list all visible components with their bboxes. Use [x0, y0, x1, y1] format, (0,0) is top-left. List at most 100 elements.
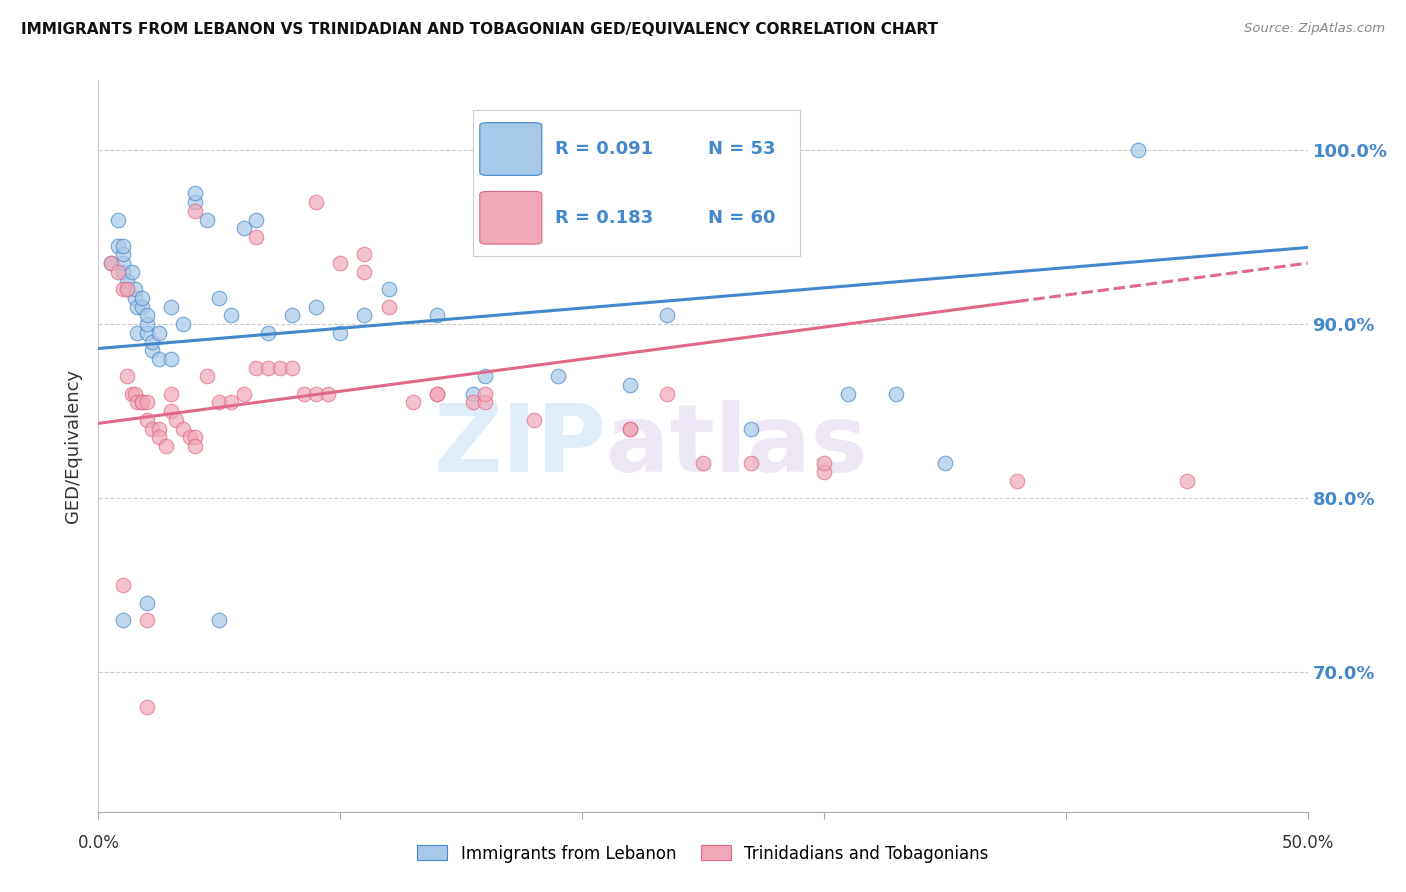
Point [179, 430, 201, 444]
Point [131, 291, 153, 305]
Point [655, 386, 678, 401]
Point [353, 309, 375, 323]
Point [107, 212, 129, 227]
Point [256, 326, 278, 340]
Point [934, 457, 956, 471]
Point [329, 326, 352, 340]
Point [127, 326, 149, 340]
Y-axis label: GED/Equivalency: GED/Equivalency [65, 369, 83, 523]
Point [111, 613, 134, 627]
Point [124, 291, 146, 305]
Point [269, 360, 291, 375]
Point [148, 421, 170, 435]
Point [111, 256, 134, 270]
Point [547, 369, 569, 384]
Point [141, 334, 163, 349]
Point [160, 300, 183, 314]
Point [124, 282, 146, 296]
Point [135, 317, 157, 331]
Point [117, 369, 139, 384]
Point [463, 395, 485, 409]
Text: 50.0%: 50.0% [1281, 834, 1334, 852]
Point [141, 343, 163, 358]
Point [256, 360, 278, 375]
Point [305, 195, 328, 210]
Text: ZIP: ZIP [433, 400, 606, 492]
Point [426, 386, 449, 401]
Point [117, 274, 139, 288]
Point [221, 395, 243, 409]
Point [135, 700, 157, 714]
Point [165, 413, 187, 427]
Point [474, 386, 496, 401]
Point [184, 430, 207, 444]
Point [111, 578, 134, 592]
Point [131, 395, 153, 409]
Point [135, 413, 157, 427]
Point [281, 360, 304, 375]
Point [329, 256, 352, 270]
Point [619, 378, 641, 392]
Point [155, 439, 177, 453]
Point [619, 421, 641, 435]
Point [148, 351, 170, 366]
Point [172, 317, 194, 331]
Point [813, 465, 835, 479]
Point [245, 230, 267, 244]
Point [184, 439, 207, 453]
Point [474, 369, 496, 384]
Point [135, 309, 157, 323]
Point [463, 386, 485, 401]
Point [305, 386, 328, 401]
Point [184, 186, 207, 201]
Point [127, 395, 149, 409]
Point [813, 457, 835, 471]
Text: atlas: atlas [606, 400, 868, 492]
Point [135, 596, 157, 610]
Point [160, 351, 183, 366]
Point [1175, 474, 1198, 488]
Point [195, 369, 218, 384]
Point [121, 265, 143, 279]
Point [305, 300, 328, 314]
Point [135, 395, 157, 409]
Point [121, 386, 143, 401]
Point [353, 265, 375, 279]
Point [111, 265, 134, 279]
Point [117, 282, 139, 296]
Point [426, 386, 449, 401]
Point [523, 413, 546, 427]
Point [135, 613, 157, 627]
Point [377, 282, 399, 296]
Point [135, 326, 157, 340]
Point [292, 386, 315, 401]
Point [141, 421, 163, 435]
Point [131, 300, 153, 314]
Point [245, 212, 267, 227]
Point [377, 300, 399, 314]
Point [474, 395, 496, 409]
Point [107, 238, 129, 252]
Point [184, 203, 207, 218]
Point [426, 309, 449, 323]
Point [208, 291, 231, 305]
Point [107, 265, 129, 279]
Point [886, 386, 908, 401]
Point [131, 395, 153, 409]
Point [124, 386, 146, 401]
Point [232, 221, 254, 235]
Point [148, 430, 170, 444]
Point [208, 613, 231, 627]
Text: IMMIGRANTS FROM LEBANON VS TRINIDADIAN AND TOBAGONIAN GED/EQUIVALENCY CORRELATIO: IMMIGRANTS FROM LEBANON VS TRINIDADIAN A… [21, 22, 938, 37]
Point [160, 404, 183, 418]
Point [692, 457, 714, 471]
Point [740, 421, 762, 435]
Point [281, 309, 304, 323]
Point [245, 360, 267, 375]
Point [402, 395, 425, 409]
Point [316, 386, 339, 401]
Point [127, 300, 149, 314]
Point [195, 212, 218, 227]
Point [1007, 474, 1029, 488]
Point [148, 326, 170, 340]
